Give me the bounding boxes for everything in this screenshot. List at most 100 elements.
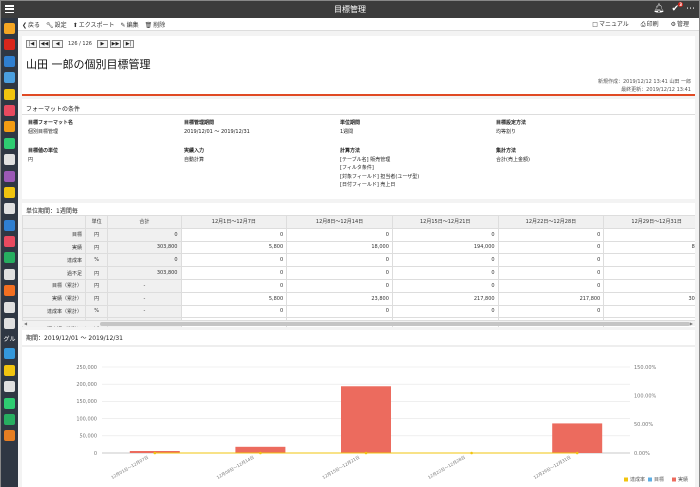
scroll-right-icon[interactable]: ▶ [689,321,693,326]
x-tick-label: 12月15日〜12月21日 [321,455,361,481]
sidebar-app-icon[interactable] [4,364,15,376]
sidebar-app-icon[interactable] [4,203,15,215]
column-header: 12月8日〜12月14日 [286,215,393,229]
manual-button[interactable]: □マニュアル [592,19,629,29]
period-value: 2019/12/01 〜 2019/12/31 [184,128,250,135]
table-cell: 0 [391,278,499,293]
app-sidebar: グル [1,18,18,487]
y2-tick-label: 100.00% [634,393,656,399]
sidebar-app-icon[interactable] [4,39,15,51]
sidebar-app-icon[interactable] [4,381,15,393]
format-name-value: 個別目標管理 [28,128,59,135]
sidebar-app-icon[interactable] [4,348,15,360]
y2-tick-label: 50.00% [634,422,653,428]
sidebar-app-icon[interactable] [4,186,15,198]
next-record-button[interactable]: ▶ [96,40,108,48]
chart-card: 期間：2019/12/01 〜 2019/12/31 0 50,000 100,000… [22,330,695,487]
main-content: ❮戻る 🔧︎設定 ⬆エクスポート ✎編集 🗑︎削除 □マニュアル ⎙印刷 ⚙管理… [18,18,699,487]
prev-10-button[interactable]: ◀◀ [39,40,50,48]
sidebar-app-icon[interactable] [4,23,15,34]
x-tick-label: 12月22日〜12月28日 [427,455,467,481]
edit-button[interactable]: ✎編集 [121,20,139,29]
sidebar-app-icon[interactable] [4,252,15,264]
legend-label: 目標 [654,476,664,483]
table-title: 単位期間：1週間毎 [26,208,78,215]
calc-method-field: 計算方法 [テーブル名] 販売管理 [フィルタ条件] [対象フィールド] 担当者… [340,147,419,190]
bell-icon[interactable]: 🔔︎ [653,4,665,14]
sidebar-app-icon[interactable] [4,121,15,133]
point-rate [153,451,157,455]
last-record-button[interactable]: ▶| [122,40,134,48]
next-10-button[interactable]: ▶▶ [109,40,121,48]
value-unit-label: 目標値の単位 [28,148,59,154]
y2-tick-label: 150.00% [634,365,656,371]
point-rate [364,451,368,455]
table-cell: 23,800 [286,291,393,306]
sidebar-app-icon[interactable] [4,236,15,248]
sidebar-app-icon[interactable] [4,219,15,231]
sidebar-app-icon[interactable] [4,397,15,409]
sidebar-app-icon[interactable] [4,137,15,149]
sidebar-app-icon[interactable] [4,413,15,425]
sidebar-app-icon[interactable] [4,170,15,182]
format-name-label: 目標フォーマット名 [28,120,74,126]
table-cell: 0 [180,278,288,293]
book-icon: □ [592,21,598,28]
print-button[interactable]: ⎙印刷 [641,19,659,29]
table-cell: - [603,253,695,268]
actual-input-value: 自動計算 [184,156,205,163]
more-icon[interactable]: ⋯ [686,4,695,14]
table-cell: 0 [286,253,393,268]
table-cell: 0 [180,253,288,268]
sidebar-app-icon[interactable] [4,55,15,67]
sidebar-app-icon[interactable] [4,285,15,297]
sidebar-group-label[interactable]: グル [3,336,16,344]
sidebar-app-icon[interactable] [4,154,15,166]
column-header: 合計 [107,215,182,229]
scrollbar-thumb[interactable] [100,322,690,326]
delete-button[interactable]: 🗑︎削除 [145,20,166,29]
sidebar-app-icon[interactable] [4,301,15,313]
check-icon[interactable]: ✔ 3 [671,2,683,14]
table-cell: 円 [84,291,109,306]
print-label: 印刷 [646,21,659,28]
table-cell: 303,800 [107,240,182,255]
format-name-field: 目標フォーマット名 個別目標管理 [28,119,73,136]
sidebar-app-icon[interactable] [4,268,15,280]
printer-icon: ⎙ [640,21,646,28]
legend-swatch [672,477,676,482]
table-cell: 217,800 [391,291,499,306]
table-cell: 0 [391,266,499,280]
sidebar-app-icon[interactable] [4,104,15,116]
scroll-left-icon[interactable]: ◀ [24,321,28,326]
gear-icon: ⚙ [670,21,676,28]
sidebar-app-icon[interactable] [4,318,15,330]
setting-method-field: 目標設定方法 均等割り [496,119,526,136]
hamburger-menu-icon[interactable] [5,5,14,14]
agg-method-label: 集計方法 [496,148,517,154]
table-cell: % [84,304,109,319]
sidebar-app-icon[interactable] [4,430,15,442]
back-button[interactable]: ❮戻る [22,20,40,29]
calc-method-label: 計算方法 [340,148,361,154]
column-header [22,215,86,229]
record-pager: |◀ ◀◀ ◀ 126 / 126 ▶ ▶▶ ▶| [26,40,134,48]
legend-label: 達成率 [630,476,645,483]
first-record-button[interactable]: |◀ [26,40,37,48]
table-cell: 過不足 [22,266,86,280]
prev-record-button[interactable]: ◀ [52,40,63,48]
calc-line: [テーブル名] 販売管理 [340,156,391,163]
sidebar-app-icon[interactable] [4,72,15,84]
column-header: 12月1日〜12月7日 [180,215,288,229]
record-count: 126 / 126 [68,41,92,47]
sidebar-app-icon[interactable] [4,88,15,100]
export-button[interactable]: ⬆エクスポート [73,20,115,29]
column-header: 単位 [84,215,109,229]
horizontal-scrollbar[interactable]: ◀ ▶ [22,320,695,326]
manage-button[interactable]: ⚙管理 [671,19,689,29]
settings-button[interactable]: 🔧︎設定 [46,20,67,29]
point-rate [470,451,473,455]
y-tick-label: 50,000 [80,434,98,440]
point-rate [575,451,579,455]
